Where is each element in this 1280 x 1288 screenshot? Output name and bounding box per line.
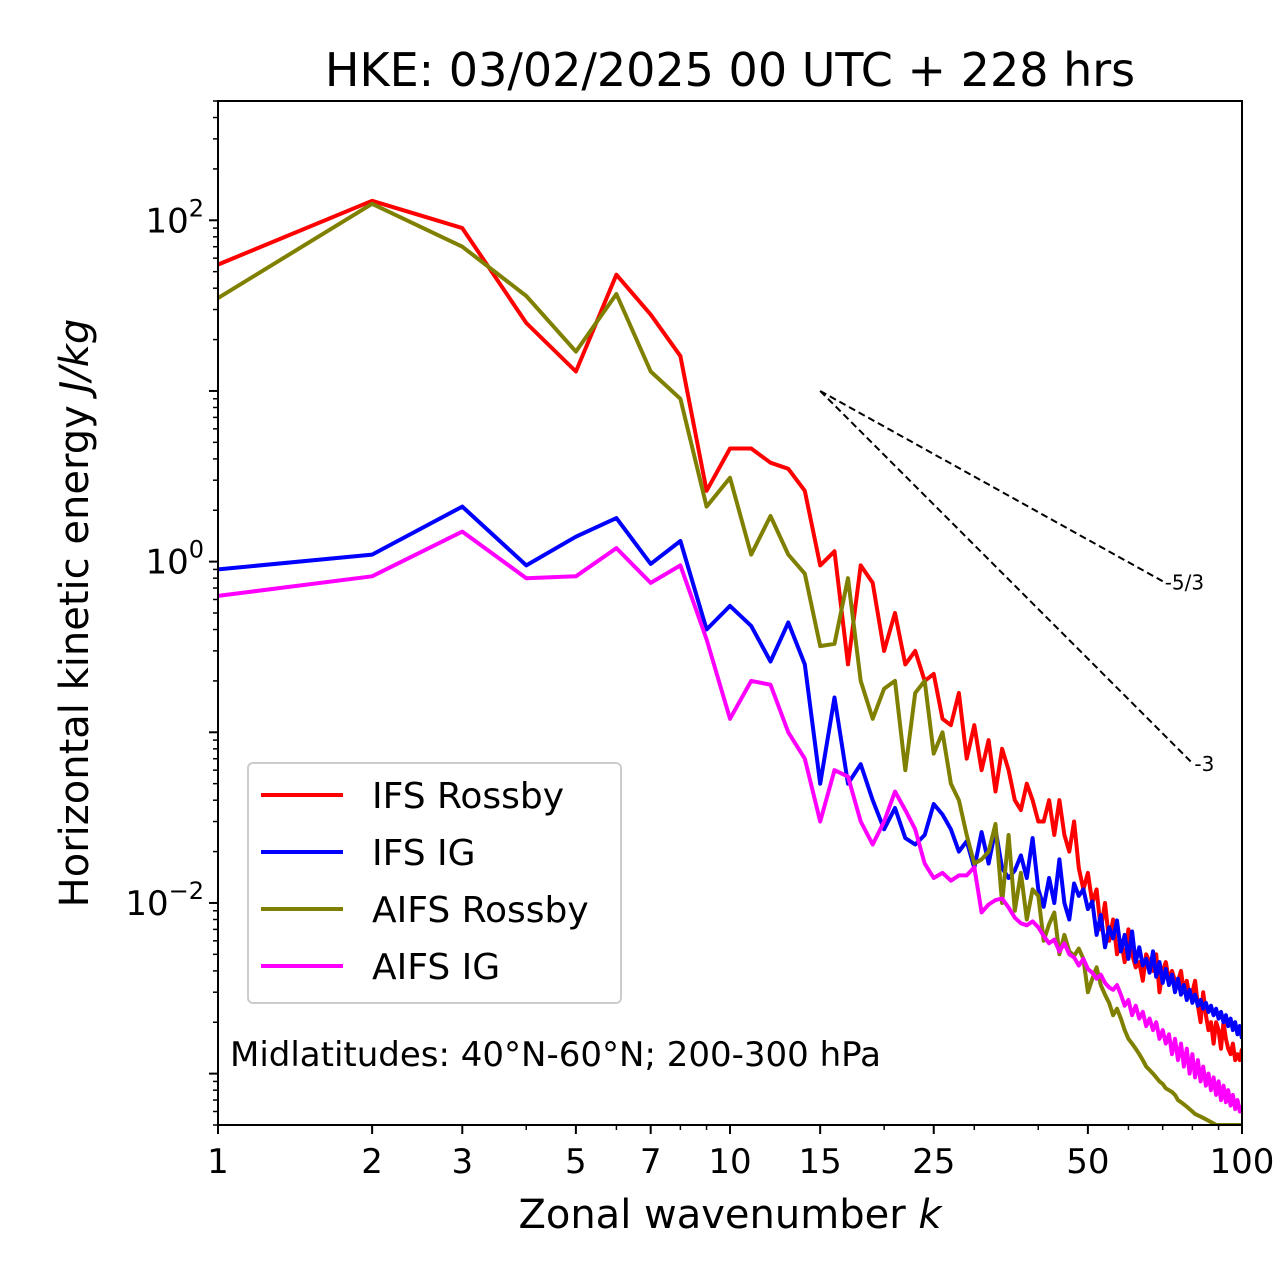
x-tick-label: 5 (565, 1142, 587, 1182)
legend-label: IFS IG (372, 833, 476, 874)
series-line-ifs-ig (218, 504, 1242, 1040)
x-tick-label: 15 (799, 1142, 842, 1182)
x-tick-label: 10 (708, 1142, 751, 1182)
x-tick-label: 25 (912, 1142, 955, 1182)
x-axis-label-variable: k (918, 1192, 943, 1238)
y-axis-ticks: 102 100 10−2 (125, 100, 218, 1126)
y-axis-label: Horizontal kinetic energy J/kg (52, 319, 98, 908)
reference-line-label: -3 (1194, 752, 1214, 776)
x-axis-label-text: Zonal wavenumber (518, 1192, 918, 1238)
legend-label: IFS Rossby (372, 776, 564, 817)
x-tick-label: 50 (1066, 1142, 1109, 1182)
reference-slope-lines: -5/3 -3 (819, 390, 1214, 776)
y-tick-label: 100 (145, 536, 204, 583)
x-axis-ticks: 1 2 3 5 7 10 15 25 50 100 (207, 1125, 1274, 1182)
legend-label: AIFS IG (372, 947, 500, 988)
x-axis-label: Zonal wavenumber k (518, 1192, 943, 1238)
x-tick-label: 7 (640, 1142, 662, 1182)
y-axis-label-text: Horizontal kinetic energy (52, 393, 98, 908)
series-line-aifs-rossby (218, 201, 1242, 1125)
legend-items: IFS Rossby IFS IG AIFS Rossby AIFS IG (261, 776, 589, 988)
region-annotation: Midlatitudes: 40°N-60°N; 200-300 hPa (230, 1035, 881, 1075)
reference-line-label: -5/3 (1165, 570, 1204, 594)
legend: IFS Rossby IFS IG AIFS Rossby AIFS IG (247, 762, 622, 1004)
y-tick-label: 10−2 (125, 877, 204, 924)
chart-title: HKE: 03/02/2025 00 UTC + 228 hrs (325, 43, 1135, 97)
x-tick-label: 100 (1210, 1142, 1275, 1182)
series-line-aifs-ig (218, 529, 1242, 1114)
x-tick-label: 2 (361, 1142, 383, 1182)
series-layer (218, 198, 1242, 1125)
legend-box (247, 762, 622, 1004)
y-axis-label-units: J/kg (52, 319, 98, 400)
y-tick-label: 102 (145, 194, 204, 241)
x-tick-label: 3 (451, 1142, 473, 1182)
legend-label: AIFS Rossby (372, 890, 589, 931)
plot-frame (217, 100, 1243, 1126)
x-tick-label: 1 (207, 1142, 229, 1182)
